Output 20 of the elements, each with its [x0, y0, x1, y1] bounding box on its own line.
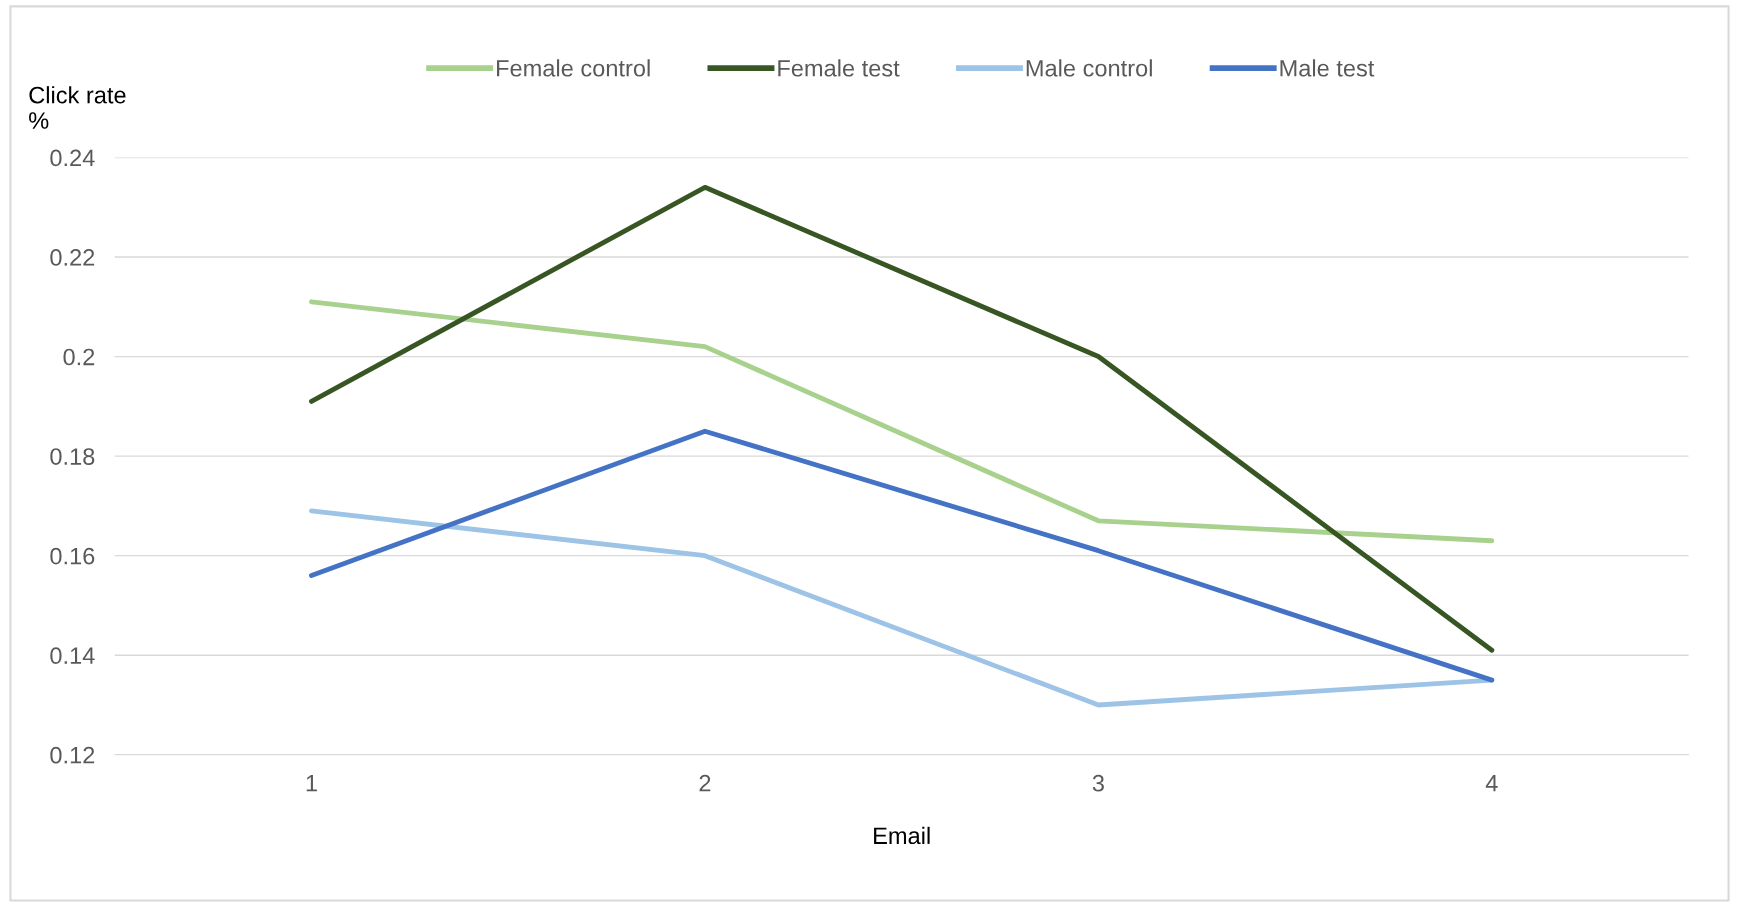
y-tick-label: 0.18	[50, 448, 95, 465]
legend-label: Female test	[778, 59, 900, 77]
y-tick-label: 0.24	[50, 149, 95, 167]
y-tick-label: 0.22	[50, 249, 95, 266]
x-tick-label: 4	[1485, 775, 1498, 792]
legend-label: Female control	[497, 59, 650, 77]
y-axis-title: Click rate %	[29, 86, 126, 129]
y-tick-label: 0.12	[50, 746, 95, 764]
legend-label: Male test	[1280, 59, 1375, 77]
y-tick-label: 0.2	[63, 348, 95, 366]
x-tick-label: 1	[306, 775, 317, 792]
x-tick-label: 2	[699, 774, 711, 792]
line-series	[309, 428, 1495, 683]
legend-label: Male control	[1026, 59, 1152, 77]
y-tick-label: 0.16	[50, 547, 95, 565]
line-series	[309, 184, 1495, 653]
x-tick-label: 3	[1092, 774, 1104, 792]
line-series	[309, 299, 1495, 544]
x-axis-title: Email	[874, 826, 930, 845]
y-tick-label: 0.14	[50, 647, 95, 665]
